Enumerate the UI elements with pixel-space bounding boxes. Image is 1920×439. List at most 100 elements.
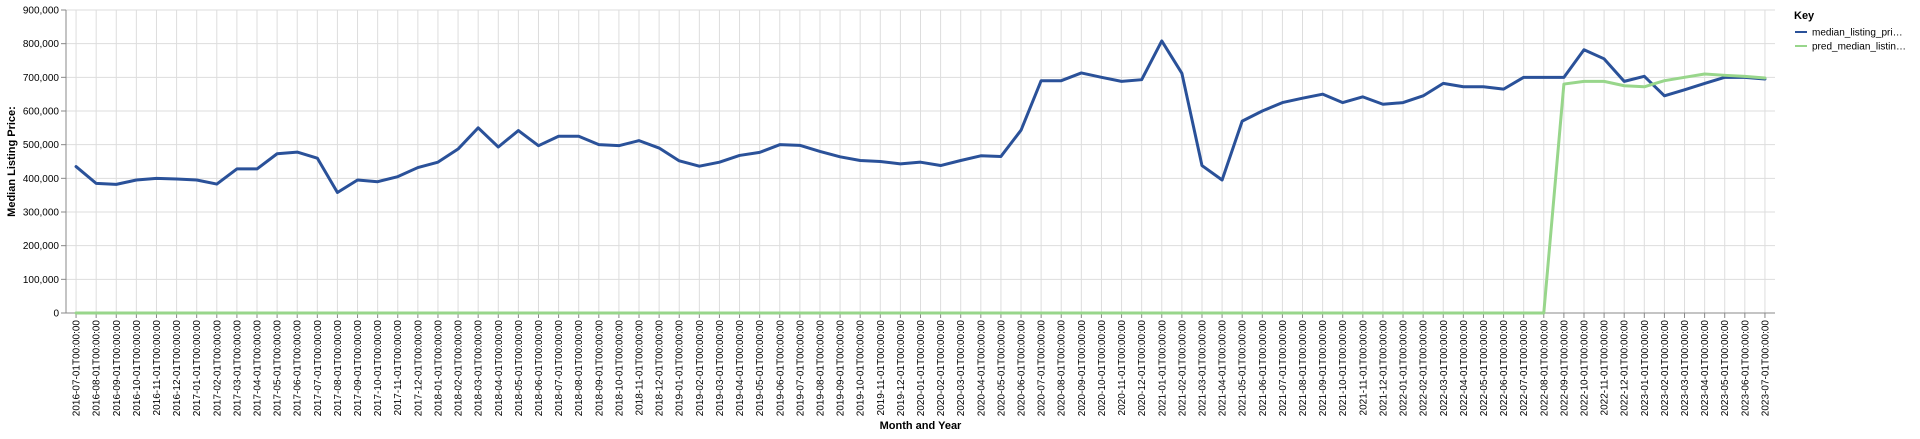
y-tick-label: 400,000 <box>23 174 60 185</box>
x-tick-label: 2019-08-01T00:00:00 <box>815 320 826 417</box>
x-tick-label: 2020-11-01T00:00:00 <box>1117 320 1128 416</box>
x-tick-label: 2021-05-01T00:00:00 <box>1238 320 1249 417</box>
x-tick-label: 2018-03-01T00:00:00 <box>474 320 485 417</box>
x-tick-label: 2020-09-01T00:00:00 <box>1077 320 1088 417</box>
x-tick-label: 2021-11-01T00:00:00 <box>1358 320 1369 416</box>
y-axis-title: Median Listing Price: <box>6 106 18 217</box>
x-tick-label: 2020-10-01T00:00:00 <box>1097 320 1108 417</box>
x-tick-label: 2019-02-01T00:00:00 <box>695 320 706 417</box>
x-tick-label: 2016-08-01T00:00:00 <box>92 320 103 417</box>
x-axis-title: Month and Year <box>880 420 962 432</box>
x-tick-label: 2022-03-01T00:00:00 <box>1439 320 1450 417</box>
x-tick-label: 2020-07-01T00:00:00 <box>1037 320 1048 417</box>
x-tick-label: 2022-12-01T00:00:00 <box>1620 320 1631 417</box>
axes: 0 100,000 200,000 300,000 400,000 500,000 600,… <box>23 6 1775 417</box>
x-tick-label: 2016-07-01T00:00:00 <box>72 320 83 417</box>
x-tick-label: 2019-03-01T00:00:00 <box>715 320 726 417</box>
x-tick-label: 2016-12-01T00:00:00 <box>172 320 183 417</box>
x-tick-label: 2016-10-01T00:00:00 <box>132 320 143 417</box>
x-tick-label: 2018-05-01T00:00:00 <box>514 320 525 417</box>
x-tick-label: 2022-11-01T00:00:00 <box>1600 320 1611 416</box>
x-tick-label: 2020-06-01T00:00:00 <box>1017 320 1028 417</box>
y-tick-label: 0 <box>53 309 59 320</box>
x-tick-label: 2018-07-01T00:00:00 <box>554 320 565 417</box>
x-tick-label: 2017-03-01T00:00:00 <box>232 320 243 417</box>
y-tick-label: 300,000 <box>23 208 60 219</box>
x-tick-label: 2022-10-01T00:00:00 <box>1579 320 1590 417</box>
x-tick-label: 2019-11-01T00:00:00 <box>876 320 887 416</box>
x-tick-label: 2018-04-01T00:00:00 <box>494 320 505 417</box>
x-tick-label: 2020-03-01T00:00:00 <box>956 320 967 417</box>
x-tick-label: 2022-01-01T00:00:00 <box>1399 320 1410 417</box>
x-tick-label: 2020-04-01T00:00:00 <box>976 320 987 417</box>
x-tick-label: 2020-01-01T00:00:00 <box>916 320 927 417</box>
legend-items: median_listing_pri… pred_median_listin… <box>1795 28 1906 53</box>
series-lines <box>74 39 1767 315</box>
x-tick-label: 2021-06-01T00:00:00 <box>1258 320 1269 417</box>
x-tick-label: 2018-06-01T00:00:00 <box>534 320 545 417</box>
y-tick-label: 200,000 <box>23 241 60 252</box>
x-tick-label: 2019-12-01T00:00:00 <box>896 320 907 417</box>
x-tick-label: 2017-06-01T00:00:00 <box>293 320 304 417</box>
x-tick-label: 2022-06-01T00:00:00 <box>1499 320 1510 417</box>
y-tick-label: 600,000 <box>23 107 60 118</box>
x-tick-label: 2019-05-01T00:00:00 <box>755 320 766 417</box>
y-tick-label: 800,000 <box>23 39 60 50</box>
x-tick-label: 2022-09-01T00:00:00 <box>1559 320 1570 417</box>
legend-label: median_listing_pri… <box>1812 28 1903 39</box>
x-tick-label: 2021-04-01T00:00:00 <box>1218 320 1229 417</box>
x-tick-label: 2018-10-01T00:00:00 <box>614 320 625 417</box>
x-tick-label: 2022-08-01T00:00:00 <box>1539 320 1550 417</box>
x-tick-label: 2023-06-01T00:00:00 <box>1740 320 1751 417</box>
x-tick-label: 2023-05-01T00:00:00 <box>1720 320 1731 417</box>
series-line-1 <box>74 39 1767 194</box>
x-tick-label: 2018-02-01T00:00:00 <box>454 320 465 417</box>
x-tick-label: 2017-01-01T00:00:00 <box>192 320 203 417</box>
x-tick-label: 2017-12-01T00:00:00 <box>413 320 424 417</box>
x-tick-label: 2017-10-01T00:00:00 <box>373 320 384 417</box>
x-tick-label: 2019-07-01T00:00:00 <box>795 320 806 417</box>
x-tick-label: 2021-03-01T00:00:00 <box>1197 320 1208 417</box>
y-tick-label: 500,000 <box>23 140 60 151</box>
x-tick-label: 2018-12-01T00:00:00 <box>655 320 666 417</box>
x-tick-label: 2022-02-01T00:00:00 <box>1419 320 1430 417</box>
y-tick-label: 700,000 <box>23 73 60 84</box>
x-tick-label: 2019-04-01T00:00:00 <box>735 320 746 417</box>
x-tick-label: 2021-09-01T00:00:00 <box>1318 320 1329 417</box>
x-tick-label: 2019-06-01T00:00:00 <box>775 320 786 417</box>
legend-title: Key <box>1794 10 1815 22</box>
x-tick-label: 2023-04-01T00:00:00 <box>1700 320 1711 417</box>
x-tick-label: 2023-02-01T00:00:00 <box>1660 320 1671 417</box>
x-tick-label: 2023-07-01T00:00:00 <box>1760 320 1771 417</box>
x-tick-label: 2023-01-01T00:00:00 <box>1640 320 1651 417</box>
x-tick-label: 2017-07-01T00:00:00 <box>313 320 324 417</box>
x-tick-label: 2019-10-01T00:00:00 <box>856 320 867 417</box>
x-tick-label: 2017-02-01T00:00:00 <box>212 320 223 417</box>
x-tick-label: 2018-09-01T00:00:00 <box>594 320 605 417</box>
x-tick-label: 2021-08-01T00:00:00 <box>1298 320 1309 417</box>
x-tick-label: 2020-12-01T00:00:00 <box>1137 320 1148 417</box>
x-tick-label: 2022-04-01T00:00:00 <box>1459 320 1470 417</box>
x-tick-label: 2016-11-01T00:00:00 <box>152 320 163 416</box>
x-tick-label: 2020-08-01T00:00:00 <box>1057 320 1068 417</box>
x-tick-label: 2023-03-01T00:00:00 <box>1680 320 1691 417</box>
x-tick-label: 2017-11-01T00:00:00 <box>393 320 404 416</box>
x-tick-label: 2022-05-01T00:00:00 <box>1479 320 1490 417</box>
legend-label: pred_median_listin… <box>1812 42 1906 53</box>
x-tick-label: 2018-08-01T00:00:00 <box>574 320 585 417</box>
y-tick-label: 100,000 <box>23 275 60 286</box>
x-tick-label: 2017-09-01T00:00:00 <box>353 320 364 417</box>
gridlines <box>66 9 1775 314</box>
x-tick-label: 2022-07-01T00:00:00 <box>1519 320 1530 417</box>
x-tick-label: 2018-01-01T00:00:00 <box>433 320 444 417</box>
x-tick-label: 2017-04-01T00:00:00 <box>253 320 264 417</box>
x-tick-label: 2020-05-01T00:00:00 <box>996 320 1007 417</box>
x-tick-label: 2018-11-01T00:00:00 <box>635 320 646 416</box>
x-tick-label: 2017-08-01T00:00:00 <box>333 320 344 417</box>
x-tick-label: 2016-09-01T00:00:00 <box>112 320 123 417</box>
y-tick-label: 900,000 <box>23 6 60 17</box>
x-tick-label: 2021-07-01T00:00:00 <box>1278 320 1289 417</box>
x-tick-label: 2019-09-01T00:00:00 <box>836 320 847 417</box>
